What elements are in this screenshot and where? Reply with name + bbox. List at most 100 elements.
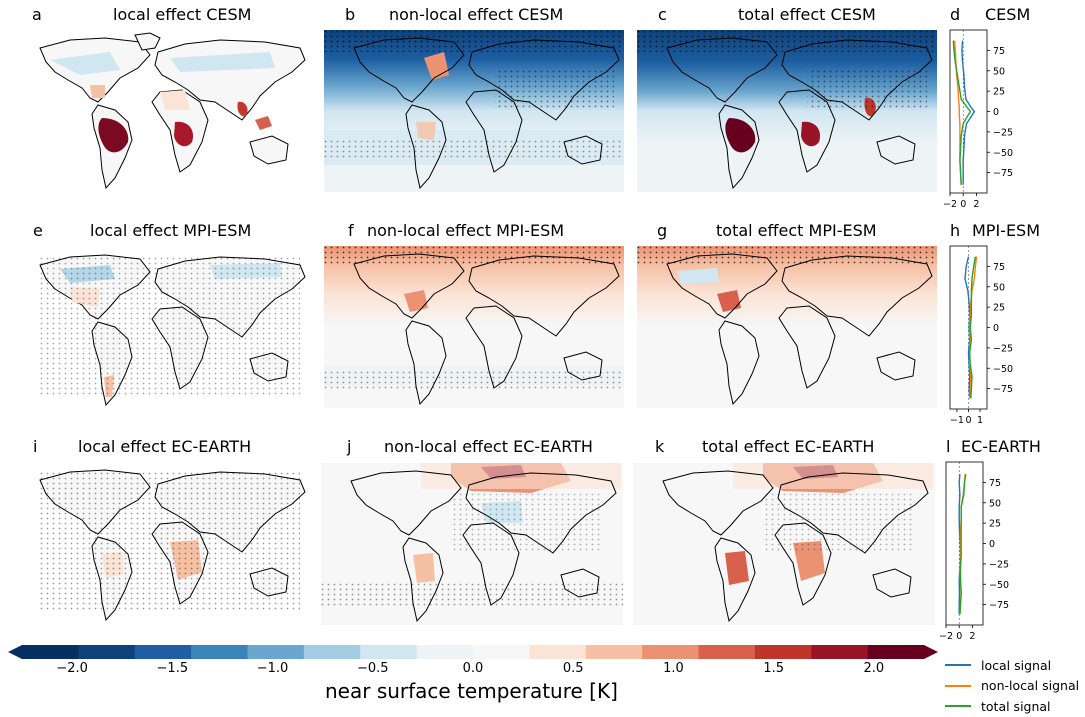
colorbar-segment [754,645,812,659]
map-local-cesm [39,32,306,190]
x-tick-label: 0 [956,631,962,642]
colorbar-segment [303,645,361,659]
y-tick-label: 25 [993,87,1005,98]
colorbar-tick-label: −1.5 [156,661,189,676]
panel-letter-i: i [33,437,38,456]
colorbar-tick-label: 1.0 [663,661,684,676]
panel-title-e: local effect MPI-ESM [90,221,252,240]
colorbar-segment [78,645,136,659]
panel-title-h: MPI-ESM [972,221,1041,240]
colorbar-segment [698,645,756,659]
colorbar-segment [134,645,192,659]
y-tick-label: 25 [989,519,1001,530]
series-line-total-signal [952,40,972,185]
panel-title-l: EC-EARTH [961,437,1041,456]
y-tick-label: −75 [993,384,1013,395]
panel-title-c: total effect CESM [738,5,876,24]
legend-label-nonlocal: non-local signal [981,678,1080,694]
map-local-ecearth [39,469,306,622]
legend-swatch-nonlocal [945,684,971,687]
colorbar-segment [473,645,530,659]
colorbar-segment [247,645,305,659]
y-tick-label: −50 [993,364,1013,375]
y-tick-label: −50 [993,148,1013,159]
map-local-mpi [39,254,306,407]
y-tick-label: −75 [993,168,1013,179]
map-total-ecearth [633,463,935,625]
legend-item-nonlocal: non-local signal [945,676,1079,697]
legend-item-total: total signal [945,696,1079,717]
map-total-cesm [637,30,937,192]
map-total-mpi [637,246,937,408]
colorbar-segment [867,645,925,659]
panel-letter-g: g [657,221,668,240]
y-tick-label: −25 [993,343,1013,354]
panel-letter-l: l [946,437,951,456]
x-tick-label: −2 [939,631,953,642]
map-nonlocal-mpi [324,246,624,408]
panel-title-f: non-local effect MPI-ESM [367,221,565,240]
map-nonlocal-ecearth [321,463,623,625]
x-tick-label: 0 [965,415,971,426]
x-tick-label: 2 [973,199,979,210]
y-tick-label: 75 [993,46,1005,57]
panel-title-d: CESM [985,5,1031,24]
y-tick-label: 75 [993,262,1005,273]
colorbar-extend-high [924,645,938,659]
panel-letter-f: f [348,221,354,240]
y-tick-label: −75 [989,600,1009,611]
colorbar-segment [416,645,474,659]
x-tick-label: 2 [969,631,975,642]
y-tick-label: 50 [993,66,1005,77]
legend-swatch-local [945,664,971,667]
colorbar-tick-label: 1.5 [763,661,784,676]
legend-label-total: total signal [981,698,1051,714]
panel-title-j: non-local effect EC-EARTH [384,437,593,456]
panel-letter-k: k [655,437,665,456]
legend-label-local: local signal [981,657,1052,673]
y-tick-label: −25 [989,559,1009,570]
panel-letter-b: b [345,5,356,24]
colorbar-tick-label: 0.5 [562,661,584,676]
colorbar-segment [22,645,79,659]
panel-title-b: non-local effect CESM [389,5,564,24]
colorbar-segment [642,645,699,659]
panel-letter-h: h [950,221,961,240]
panel-title-g: total effect MPI-ESM [716,221,877,240]
y-tick-label: 0 [989,539,995,550]
colorbar-tick-label: 0.0 [462,661,484,676]
y-tick-label: 50 [989,498,1001,509]
colorbar-tick-label: −0.5 [356,661,389,676]
panel-letter-a: a [32,5,42,24]
colorbar-extend-low [8,645,22,659]
series-line-local-signal [961,40,976,185]
colorbar-tick-label: −2.0 [56,661,88,676]
x-tick-label: −1 [950,415,964,426]
colorbar-segment [811,645,869,659]
series-line-local-signal [964,256,971,399]
map-nonlocal-cesm [324,30,624,192]
panel-letter-e: e [33,221,43,240]
colorbar-segment [360,645,418,659]
colorbar-tick-label: −1.0 [256,661,289,676]
colorbar-segment [585,645,643,659]
colorbar [8,645,938,659]
panel-title-k: total effect EC-EARTH [702,437,875,456]
panel-title-i: local effect EC-EARTH [78,437,252,456]
panel-title-a: local effect CESM [113,5,252,24]
y-tick-label: 75 [989,478,1001,489]
y-tick-label: 50 [993,282,1005,293]
x-tick-label: 1 [977,415,983,426]
series-line-total-signal [968,256,977,399]
panel-letter-j: j [347,437,352,456]
colorbar-segment [529,645,587,659]
colorbar-segment [191,645,248,659]
legend: local signal non-local signal total sign… [945,655,1079,717]
x-tick-label: 0 [960,199,966,210]
y-tick-label: −50 [989,580,1009,591]
colorbar-label: near surface temperature [K] [325,679,618,703]
